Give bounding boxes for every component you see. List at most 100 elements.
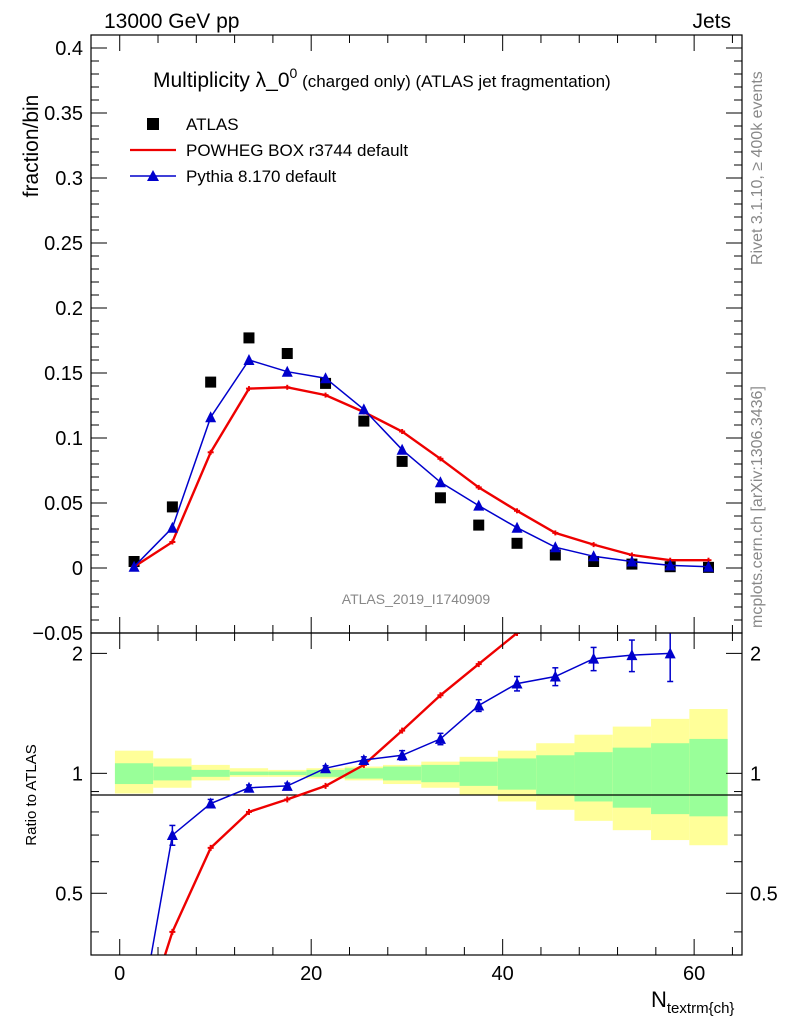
pythia-point bbox=[205, 411, 217, 423]
ratio-axes: 0.5 0.51 12 20 20 40 60 bbox=[55, 633, 778, 985]
uncertainty-band-green bbox=[497, 758, 537, 790]
uncertainty-band-green bbox=[689, 738, 728, 817]
atlas-point bbox=[473, 519, 485, 531]
legend-atlas-marker bbox=[147, 118, 159, 130]
header-left: 13000 GeV pp bbox=[104, 10, 239, 33]
atlas-point bbox=[281, 348, 293, 359]
ratio-y-tick-label-right: 2 bbox=[750, 643, 761, 665]
y-tick-label: 0.35 bbox=[44, 103, 83, 125]
ratio-ylabel: Ratio to ATLAS bbox=[23, 744, 40, 845]
legend-powheg-label: POWHEG BOX r3744 default bbox=[186, 141, 408, 160]
atlas-point bbox=[243, 332, 255, 344]
ratio-bands bbox=[114, 709, 728, 846]
pythia-ratio-point bbox=[434, 732, 446, 744]
y-tick-label: 0.05 bbox=[44, 493, 83, 515]
uncertainty-band-green bbox=[536, 755, 575, 796]
powheg-line bbox=[133, 386, 709, 568]
ratio-frame bbox=[90, 632, 743, 956]
pythia-ratio-point bbox=[358, 754, 370, 766]
uncertainty-band-green bbox=[421, 764, 460, 783]
pythia-ratio-point bbox=[320, 762, 332, 774]
ratio-y-tick-label: 1 bbox=[72, 763, 83, 785]
atlas-point bbox=[434, 492, 446, 504]
legend-pythia-marker bbox=[147, 170, 159, 181]
pythia-point bbox=[243, 354, 255, 365]
pythia-ratio-point bbox=[626, 649, 638, 661]
pythia-point bbox=[664, 559, 676, 571]
pythia-ratio-point bbox=[473, 699, 485, 711]
ratio-y-tick-label: 2 bbox=[72, 643, 83, 665]
atlas-point bbox=[549, 549, 561, 561]
uncertainty-band-green bbox=[306, 769, 345, 777]
ratio-marks bbox=[150, 633, 676, 955]
pythia-point bbox=[396, 443, 408, 455]
x-axis-label: Ntextrm{ch} bbox=[651, 987, 734, 1017]
xlabel-main: N bbox=[651, 987, 667, 1012]
pythia-ratio-point bbox=[549, 670, 561, 682]
title-sup: 0 bbox=[290, 65, 298, 81]
uncertainty-band-green bbox=[268, 771, 307, 776]
pythia-point bbox=[549, 541, 561, 553]
ratio-panel: 0.5 0.51 12 20 20 40 60 Ratio to ATLAS Ntextrm… bbox=[23, 632, 778, 1017]
xlabel-sub: textrm{ch} bbox=[667, 1000, 735, 1017]
main-axes: −0.05 0 0.05 0.1 0.15 0.2 0.25 0.3 0.35 0.4 bbox=[32, 35, 742, 645]
pythia-point bbox=[626, 555, 638, 567]
uncertainty-band-green bbox=[459, 761, 498, 786]
pythia-ratio-point bbox=[511, 677, 523, 689]
y-tick-label: 0.3 bbox=[55, 168, 83, 190]
pythia-ratio-point bbox=[243, 781, 255, 793]
powheg-ratio-line bbox=[163, 633, 520, 955]
pythia-point bbox=[702, 560, 714, 572]
uncertainty-band-green bbox=[574, 752, 613, 802]
uncertainty-band-green bbox=[114, 763, 154, 785]
pythia-point bbox=[511, 521, 523, 533]
pythia-point bbox=[320, 372, 332, 384]
ratio-y-tick-label-right: 0.5 bbox=[750, 883, 778, 905]
main-title: Multiplicity λ_00 (charged only) (ATLAS … bbox=[153, 65, 611, 92]
x-tick-label: 40 bbox=[492, 963, 514, 985]
y-tick-label: 0.25 bbox=[44, 233, 83, 255]
pythia-point bbox=[166, 521, 178, 533]
uncertainty-band-green bbox=[612, 747, 652, 808]
title-tail: (charged only) (ATLAS jet fragmentation) bbox=[297, 72, 610, 91]
pythia-ratio-point bbox=[396, 749, 408, 761]
atlas-point bbox=[396, 455, 408, 467]
uncertainty-band-green bbox=[153, 766, 192, 781]
pythia-point bbox=[434, 476, 446, 488]
pythia-point bbox=[473, 499, 485, 511]
y-tick-label: 0.2 bbox=[55, 298, 83, 320]
atlas-point bbox=[320, 377, 332, 389]
atlas-point bbox=[588, 556, 600, 567]
analysis-watermark: ATLAS_2019_I1740909 bbox=[342, 591, 491, 607]
legend: ATLAS POWHEG BOX r3744 default Pythia 8.… bbox=[130, 115, 408, 186]
y-tick-label: 0.4 bbox=[55, 38, 83, 60]
title-main: Multiplicity λ_0 bbox=[153, 69, 290, 92]
uncertainty-band-green bbox=[344, 768, 383, 779]
pythia-ratio-line bbox=[150, 652, 671, 955]
uncertainty-band-green bbox=[382, 766, 422, 781]
atlas-point bbox=[166, 501, 178, 513]
pythia-point bbox=[128, 560, 140, 572]
pythia-ratio-point bbox=[664, 647, 676, 659]
ratio-y-tick-label-right: 1 bbox=[750, 763, 761, 785]
y-tick-label: 0 bbox=[72, 558, 83, 580]
x-tick-label: 60 bbox=[683, 963, 705, 985]
main-panel: −0.05 0 0.05 0.1 0.15 0.2 0.25 0.3 0.35 0.4 fract… bbox=[20, 34, 743, 645]
header-right: Jets bbox=[692, 10, 731, 33]
x-tick-label: 20 bbox=[300, 963, 322, 985]
legend-pythia-label: Pythia 8.170 default bbox=[186, 167, 337, 186]
pythia-ratio-point bbox=[205, 797, 217, 809]
pythia-ratio-point bbox=[166, 829, 178, 841]
pythia-ratio-point bbox=[588, 652, 600, 664]
pythia-line bbox=[133, 359, 709, 568]
main-marks bbox=[128, 332, 714, 573]
pythia-ratio-point bbox=[281, 779, 293, 791]
atlas-point bbox=[205, 376, 217, 388]
uncertainty-band-green bbox=[229, 771, 269, 776]
rivet-label: Rivet 3.1.10, ≥ 400k events bbox=[749, 71, 766, 265]
pythia-point bbox=[281, 365, 293, 377]
pythia-point bbox=[358, 403, 370, 415]
y-tick-label: 0.1 bbox=[55, 428, 83, 450]
uncertainty-band-green bbox=[191, 769, 230, 777]
